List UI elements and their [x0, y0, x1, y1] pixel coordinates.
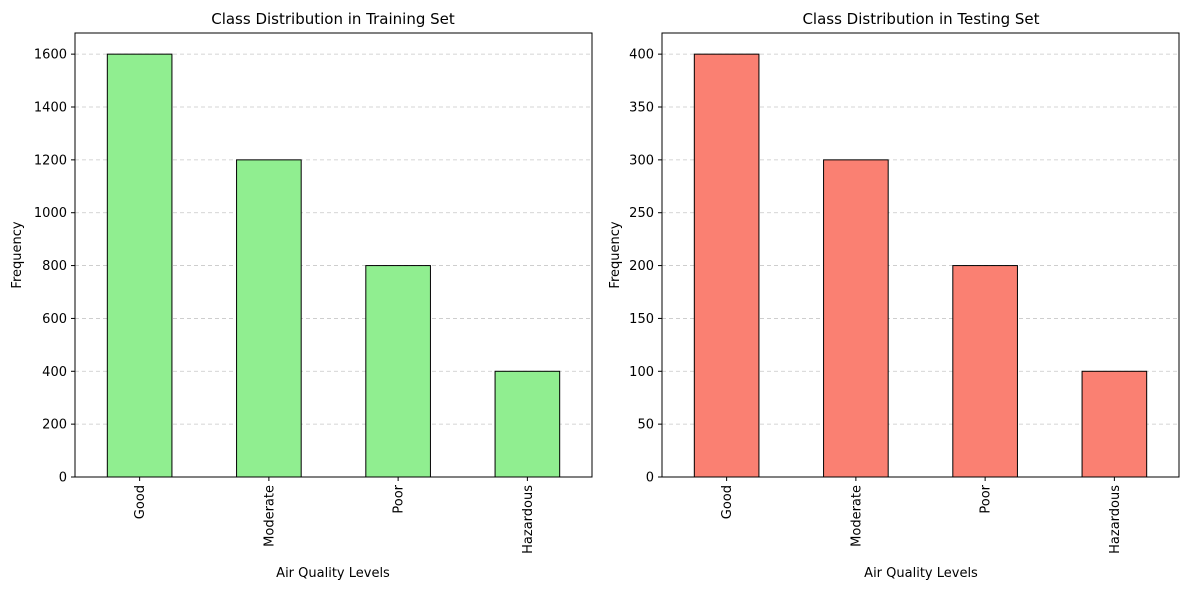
y-tick-label: 50 — [637, 418, 654, 433]
x-tick-label: Moderate — [849, 485, 864, 547]
y-tick-label: 300 — [629, 153, 654, 168]
plot-frame — [661, 32, 1180, 478]
y-axis-label: Frequency — [608, 221, 623, 288]
y-tick-label: 350 — [629, 101, 654, 116]
x-tick-label: Moderate — [262, 485, 277, 547]
y-tick-label: 1000 — [34, 206, 67, 221]
bar-moderate — [236, 159, 302, 478]
x-tick-label: Good — [720, 485, 735, 519]
axis-ticks: 0 50 100 150 200 250 300 350 400 Good Moderate Poor… — [629, 48, 1123, 554]
y-tick-label: 100 — [629, 365, 654, 380]
y-tick-label: 200 — [42, 418, 67, 433]
y-tick-label: 800 — [42, 259, 67, 274]
bar-poor — [365, 265, 431, 478]
chart-title: Class Distribution in Testing Set — [802, 10, 1039, 28]
y-tick-label: 0 — [646, 471, 654, 486]
y-tick-label: 1200 — [34, 153, 67, 168]
x-tick-label: Poor — [392, 484, 407, 513]
bar-hazardous — [1081, 370, 1148, 478]
bars — [106, 53, 561, 478]
y-tick-label: 400 — [629, 48, 654, 63]
x-tick-label: Good — [133, 485, 148, 519]
x-axis-label: Air Quality Levels — [276, 566, 390, 581]
bars — [693, 53, 1148, 478]
y-tick-label: 400 — [42, 365, 67, 380]
testing-set-chart: Class Distribution in Testing Set 0 50 100… — [608, 10, 1180, 581]
x-axis-label: Air Quality Levels — [864, 566, 978, 581]
y-tick-label: 600 — [42, 312, 67, 327]
y-tick-label: 200 — [629, 259, 654, 274]
x-tick-label: Poor — [979, 484, 994, 513]
bar-hazardous — [494, 370, 561, 478]
y-tick-label: 150 — [629, 312, 654, 327]
x-tick-label: Hazardous — [1108, 485, 1123, 554]
bar-good — [106, 53, 173, 478]
axis-ticks: 0 200 400 600 800 1000 1200 1400 1600 Good Moderat… — [34, 48, 536, 554]
training-set-chart: Class Distribution in Training Set 0 200 4… — [10, 10, 593, 581]
y-tick-label: 1400 — [34, 101, 67, 116]
bar-poor — [952, 265, 1018, 478]
y-axis-label: Frequency — [10, 221, 25, 288]
y-tick-label: 250 — [629, 206, 654, 221]
y-tick-label: 1600 — [34, 48, 67, 63]
x-tick-label: Hazardous — [521, 485, 536, 554]
plot-frame — [74, 32, 593, 478]
y-tick-label: 0 — [59, 471, 67, 486]
bar-good — [693, 53, 760, 478]
bar-moderate — [823, 159, 889, 478]
chart-title: Class Distribution in Training Set — [211, 10, 455, 28]
